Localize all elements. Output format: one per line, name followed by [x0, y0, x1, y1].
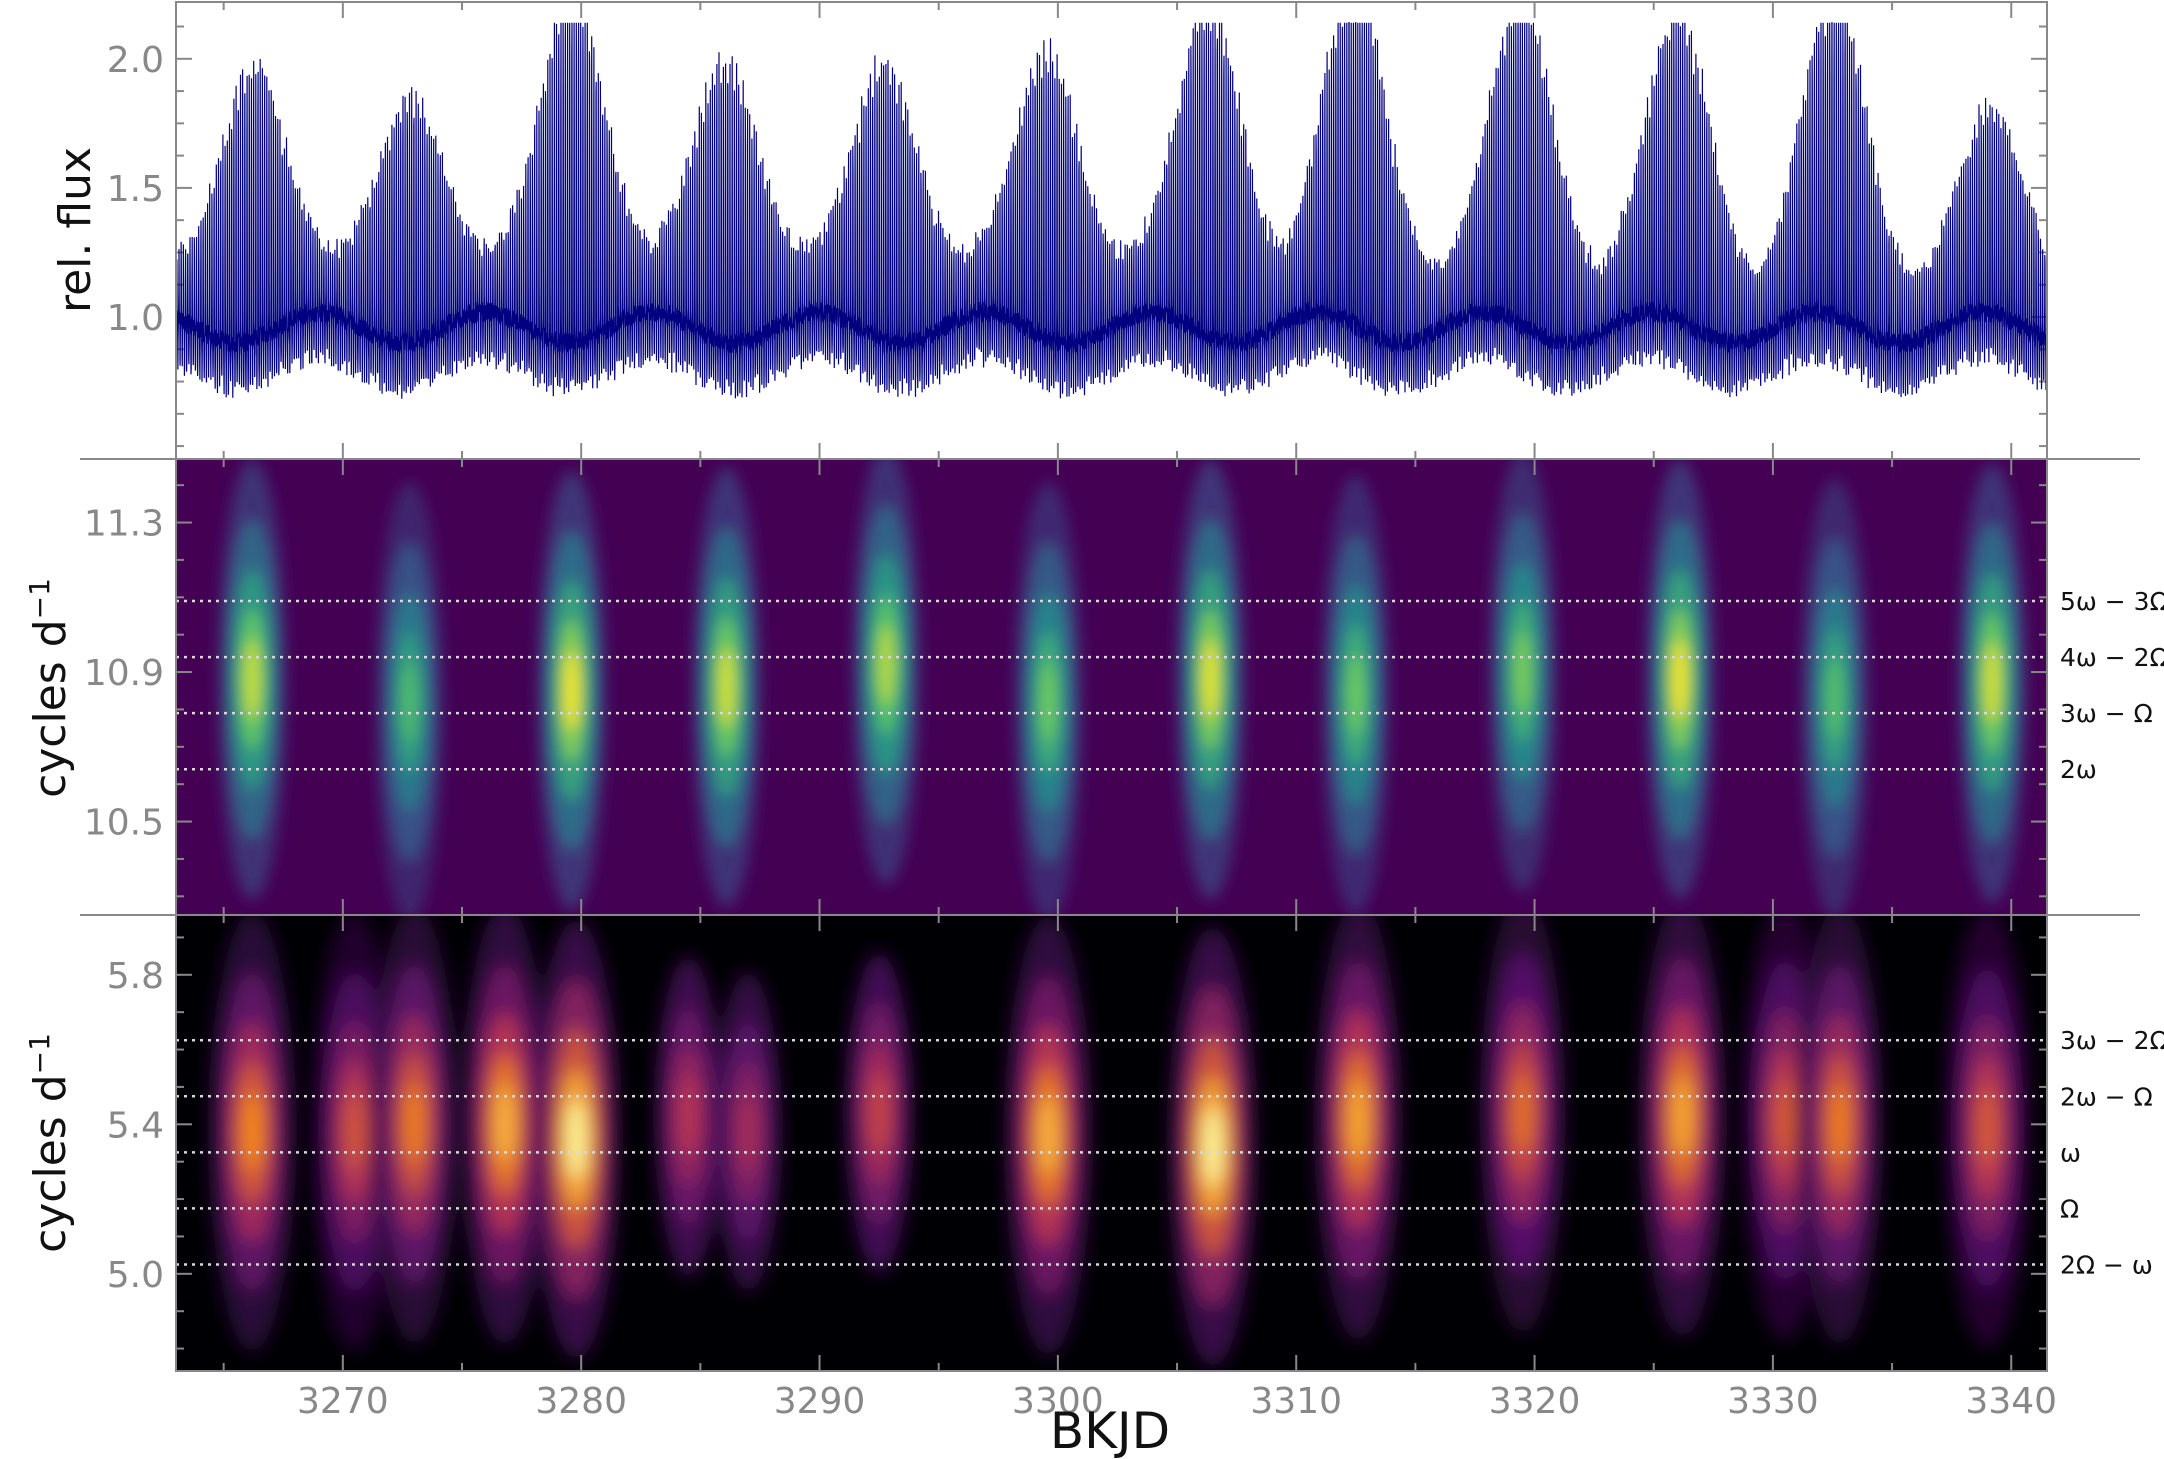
y-tick-label: 10.5 [84, 803, 164, 844]
reference-line-label: ω [2060, 1138, 2081, 1167]
spectrogram-blob [1512, 1073, 1533, 1154]
reference-line-label: 2ω [2060, 755, 2097, 784]
spectrogram-blob [1202, 1106, 1223, 1187]
y-tick-label: 10.9 [84, 653, 164, 694]
x-tick-label: 3310 [1250, 1381, 1342, 1422]
flux-series-line [176, 22, 2047, 399]
spectrogram-blob [1977, 1088, 1998, 1169]
spectrogram-blob [1040, 661, 1057, 742]
spectrogram-blob [344, 1091, 365, 1172]
spectrogram-blob [404, 1084, 425, 1165]
spectrogram-blob [494, 1084, 515, 1165]
reference-line-label: 3ω − 2Ω [2060, 1026, 2164, 1055]
y-tick-label: 5.4 [107, 1105, 164, 1146]
spectrogram-blob [1672, 1076, 1693, 1157]
light-curve-plot-area [176, 2, 2047, 459]
spectrogram-low-reference-lines: 3ω − 2Ω 2ω − Ω ωΩ 2Ω − ω [176, 1026, 2164, 1279]
spectrogram-high-ylabel: cycles d−1 [23, 578, 77, 798]
x-tick-label: 3330 [1727, 1381, 1819, 1422]
reference-line-label: 5ω − 3Ω [2060, 587, 2164, 616]
spectrogram-high-panel: 5ω − 3Ω 4ω − 2Ω 3ω − Ω 2ω 10.5 10.9 11.3 cycl… [23, 458, 2164, 916]
spectrogram-blob [1774, 1080, 1795, 1161]
y-tick-label: 1.0 [107, 298, 164, 339]
spectrogram-blob [242, 1091, 263, 1172]
spectrogram-blob [401, 661, 418, 742]
spectrogram-blob [869, 1073, 890, 1154]
spectrogram-blob [1514, 632, 1531, 713]
y-tick-label: 1.5 [107, 169, 164, 210]
reference-line-label: Ω [2060, 1194, 2079, 1223]
spectrogram-blob [718, 647, 735, 727]
spectrogram-blob [1348, 1080, 1369, 1161]
spectrogram-blob [1826, 658, 1843, 739]
spectrogram-blob [566, 1099, 587, 1180]
spectrogram-low-panel: 3ω − 2Ω 2ω − Ω ωΩ 2Ω − ω 5.0 5.4 5.8 cycles d… [23, 914, 2164, 1372]
spectrogram-blob [1984, 643, 2001, 724]
reference-line-label: 2ω − Ω [2060, 1082, 2153, 1111]
y-tick-label: 5.8 [107, 956, 164, 997]
x-tick-label: 3320 [1489, 1381, 1581, 1422]
spectrogram-high-background [176, 459, 2047, 915]
spectrogram-blob [563, 650, 580, 731]
spectrogram-blob [1347, 654, 1364, 735]
spectrogram-low-ylabel: cycles d−1 [23, 1033, 77, 1253]
x-tick-label: 3280 [535, 1381, 627, 1422]
x-tick-label: 3300 [1012, 1381, 1104, 1422]
reference-line-label: 2Ω − ω [2060, 1250, 2153, 1279]
spectrogram-blob [1829, 1084, 1850, 1165]
x-axis-title: BKJD [1050, 1402, 1170, 1459]
spectrogram-blob [678, 1076, 699, 1157]
spectrogram-high-heat [218, 459, 2027, 915]
light-curve-ylabel: rel. flux [50, 147, 101, 313]
x-tick-label: 3340 [1965, 1381, 2057, 1422]
spectrogram-blob [244, 639, 261, 720]
x-tick-label: 3270 [297, 1381, 389, 1422]
spectrogram-blob [1202, 639, 1219, 720]
reference-line-label: 4ω − 2Ω [2060, 643, 2164, 672]
spectrogram-blob [878, 624, 895, 705]
y-tick-label: 11.3 [84, 504, 164, 545]
spectrogram-blob [738, 1091, 759, 1172]
light-curve-panel: 1.0 1.5 2.0 rel. flux [50, 1, 2048, 460]
y-tick-label: 5.0 [107, 1255, 164, 1296]
y-tick-label: 2.0 [107, 40, 164, 81]
spectrogram-low-heat [209, 915, 2030, 1367]
spectrogram-blob [1671, 639, 1688, 720]
reference-line-label: 3ω − Ω [2060, 699, 2153, 728]
spectrogram-high-reference-lines: 5ω − 3Ω 4ω − 2Ω 3ω − Ω 2ω [176, 587, 2164, 784]
spectrogram-blob [1038, 1095, 1059, 1176]
x-tick-label: 3290 [774, 1381, 866, 1422]
